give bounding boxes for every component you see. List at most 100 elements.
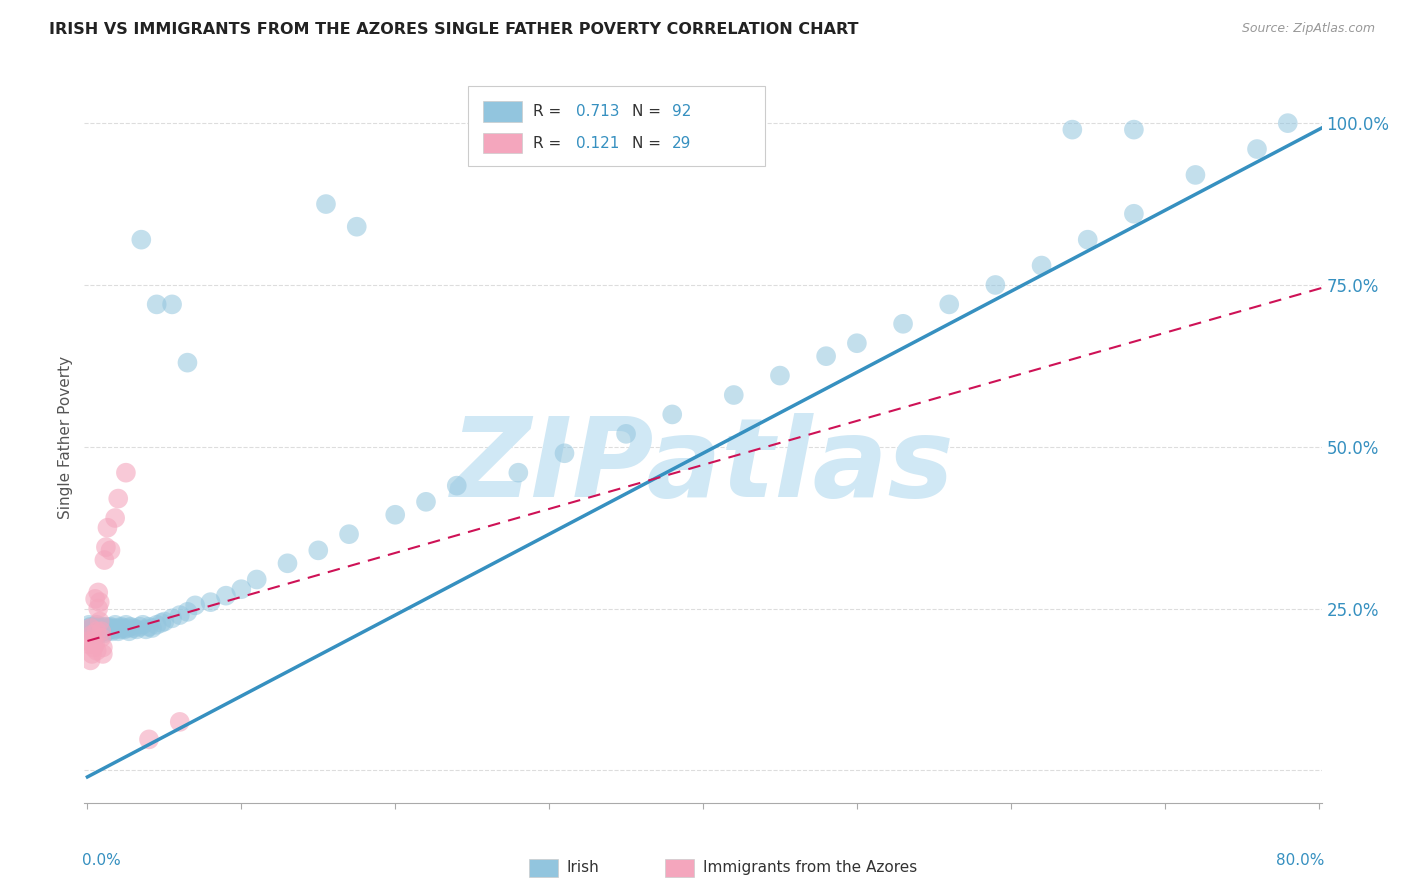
Point [89, 615, 111, 629]
Text: Irish: Irish [567, 861, 599, 875]
Y-axis label: Single Father Poverty: Single Father Poverty [58, 356, 73, 518]
Point [415, 495, 437, 509]
FancyBboxPatch shape [468, 86, 765, 167]
Point [184, 599, 207, 613]
Point [80, 624, 103, 639]
Point [108, 623, 131, 637]
Point [553, 446, 575, 460]
Point [90, 624, 112, 639]
Point [77, 634, 100, 648]
Text: 29: 29 [672, 136, 692, 151]
Point [84, 626, 107, 640]
Text: 0.713: 0.713 [575, 104, 619, 120]
Point [79, 621, 101, 635]
Text: N =: N = [633, 104, 666, 120]
Point [89, 621, 111, 635]
Point [87, 623, 110, 637]
Point [93, 621, 115, 635]
Point [446, 478, 468, 492]
Text: 0.121: 0.121 [575, 136, 619, 151]
Point [938, 297, 960, 311]
Point [90, 623, 112, 637]
Point [891, 317, 914, 331]
Point [614, 426, 637, 441]
Point [1246, 142, 1268, 156]
Point [79, 623, 101, 637]
Point [984, 277, 1007, 292]
Point [91, 620, 114, 634]
Point [346, 219, 368, 234]
Point [128, 620, 150, 634]
Point [132, 617, 155, 632]
Point [96, 623, 118, 637]
Point [141, 621, 163, 635]
Point [83, 640, 105, 655]
Point [169, 608, 191, 623]
FancyBboxPatch shape [482, 133, 523, 153]
Point [80, 647, 103, 661]
Text: IRISH VS IMMIGRANTS FROM THE AZORES SINGLE FATHER POVERTY CORRELATION CHART: IRISH VS IMMIGRANTS FROM THE AZORES SING… [49, 22, 859, 37]
FancyBboxPatch shape [482, 102, 523, 122]
Point [1062, 122, 1084, 136]
Point [80, 621, 103, 635]
Point [508, 466, 530, 480]
Point [276, 557, 298, 571]
Point [86, 624, 108, 639]
Point [86, 621, 108, 635]
Point [122, 621, 145, 635]
Point [231, 582, 253, 597]
Point [103, 623, 125, 637]
Point [98, 621, 121, 635]
Text: R =: R = [533, 136, 567, 151]
Point [79, 624, 101, 639]
Point [307, 543, 329, 558]
Point [80, 627, 103, 641]
Point [84, 623, 107, 637]
Point [83, 621, 105, 635]
Point [87, 601, 110, 615]
Point [86, 617, 108, 632]
Point [94, 623, 117, 637]
Point [89, 624, 111, 639]
Text: 80.0%: 80.0% [1275, 853, 1324, 868]
Point [101, 624, 124, 639]
Point [101, 621, 124, 635]
Point [115, 617, 138, 632]
Point [117, 621, 139, 635]
Point [160, 297, 183, 311]
Point [1122, 207, 1144, 221]
Point [83, 627, 105, 641]
Point [176, 356, 198, 370]
Point [337, 527, 360, 541]
Point [84, 637, 107, 651]
Point [104, 511, 127, 525]
Point [93, 553, 115, 567]
Point [83, 624, 105, 639]
Point [89, 626, 111, 640]
Point [79, 620, 101, 634]
Text: 0.0%: 0.0% [82, 853, 121, 868]
Point [138, 620, 160, 634]
Point [118, 624, 141, 639]
Point [1077, 233, 1099, 247]
Point [125, 623, 148, 637]
Point [86, 643, 108, 657]
Point [91, 623, 114, 637]
Point [769, 368, 792, 383]
Point [91, 624, 114, 639]
Point [723, 388, 745, 402]
Point [89, 595, 111, 609]
Point [79, 653, 101, 667]
Point [100, 620, 122, 634]
Point [1122, 122, 1144, 136]
Point [100, 623, 122, 637]
Point [96, 521, 118, 535]
Point [91, 640, 114, 655]
Point [150, 615, 173, 630]
Point [153, 615, 176, 629]
Point [107, 624, 129, 639]
Point [84, 591, 107, 606]
Point [111, 621, 134, 635]
Point [169, 714, 191, 729]
Text: N =: N = [633, 136, 666, 151]
